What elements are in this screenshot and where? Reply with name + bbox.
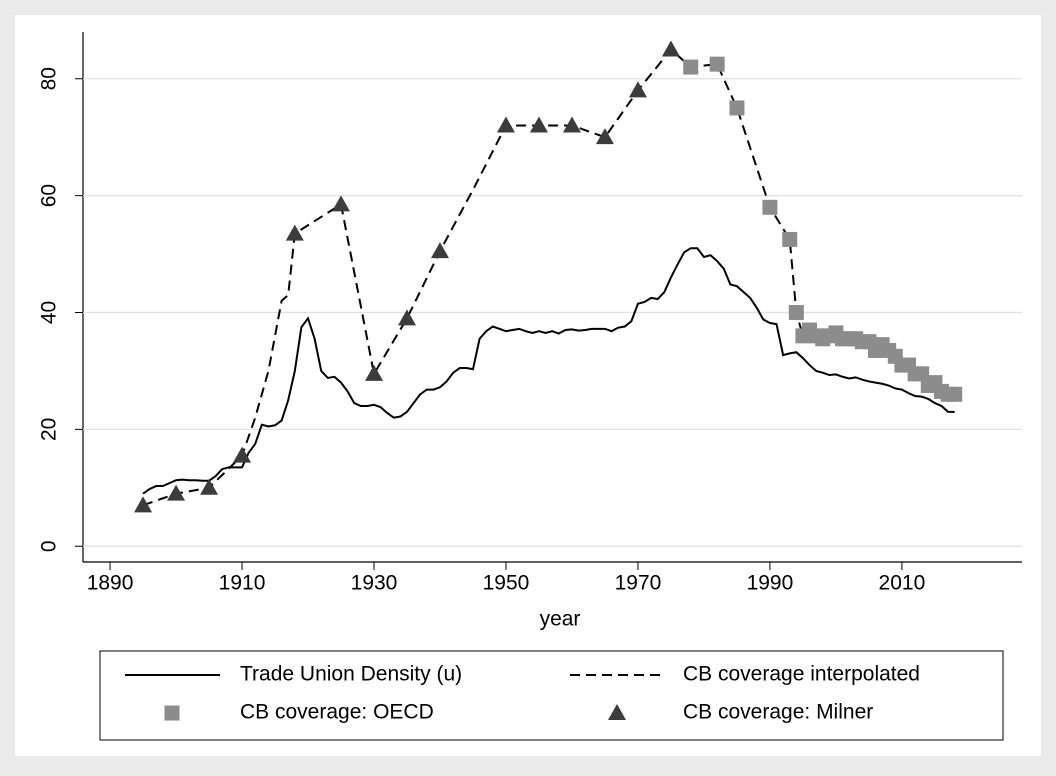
x-tick-label: 1970 xyxy=(615,572,662,595)
x-tick-label: 1990 xyxy=(747,572,794,595)
legend-box xyxy=(99,650,1004,741)
x-tick-label: 1930 xyxy=(351,572,398,595)
triangle-marker xyxy=(430,242,449,259)
legend-label: CB coverage: OECD xyxy=(240,701,434,724)
y-tick-label: 20 xyxy=(38,418,61,441)
triangle-marker xyxy=(496,116,515,133)
triangle-marker xyxy=(134,496,153,513)
y-tick-label: 80 xyxy=(38,67,61,90)
y-tick-label: 60 xyxy=(38,184,61,207)
legend-label: CB coverage interpolated xyxy=(683,663,920,686)
triangle-marker xyxy=(595,128,614,145)
square-marker xyxy=(788,304,804,320)
triangle-marker xyxy=(608,704,626,720)
y-tick-label: 0 xyxy=(38,540,61,552)
triangle-marker xyxy=(365,364,384,381)
plot-region xyxy=(15,15,1041,756)
triangle-marker xyxy=(529,116,548,133)
x-axis-title: year xyxy=(540,608,581,631)
square-marker xyxy=(914,366,930,382)
triangle-marker xyxy=(167,484,186,501)
square-marker xyxy=(164,705,180,721)
triangle-marker xyxy=(661,40,680,57)
legend-label: Trade Union Density (u) xyxy=(240,663,462,686)
square-marker xyxy=(947,386,963,402)
x-tick-label: 1910 xyxy=(219,572,266,595)
square-marker xyxy=(709,56,725,72)
triangle-marker xyxy=(332,195,351,212)
legend-label: CB coverage: Milner xyxy=(683,701,873,724)
x-tick-label: 2010 xyxy=(879,572,926,595)
square-marker xyxy=(729,100,745,116)
triangle-marker xyxy=(562,116,581,133)
triangle-marker xyxy=(233,446,252,463)
square-marker xyxy=(683,59,699,75)
triangle-marker xyxy=(628,81,647,98)
y-tick-label: 40 xyxy=(38,301,61,324)
triangle-marker xyxy=(285,224,304,241)
x-tick-label: 1890 xyxy=(87,572,134,595)
triangle-marker xyxy=(397,309,416,326)
square-marker xyxy=(762,199,778,215)
line-series xyxy=(142,247,955,495)
triangle-marker xyxy=(200,478,219,495)
x-tick-label: 1950 xyxy=(483,572,530,595)
square-marker xyxy=(782,231,798,247)
